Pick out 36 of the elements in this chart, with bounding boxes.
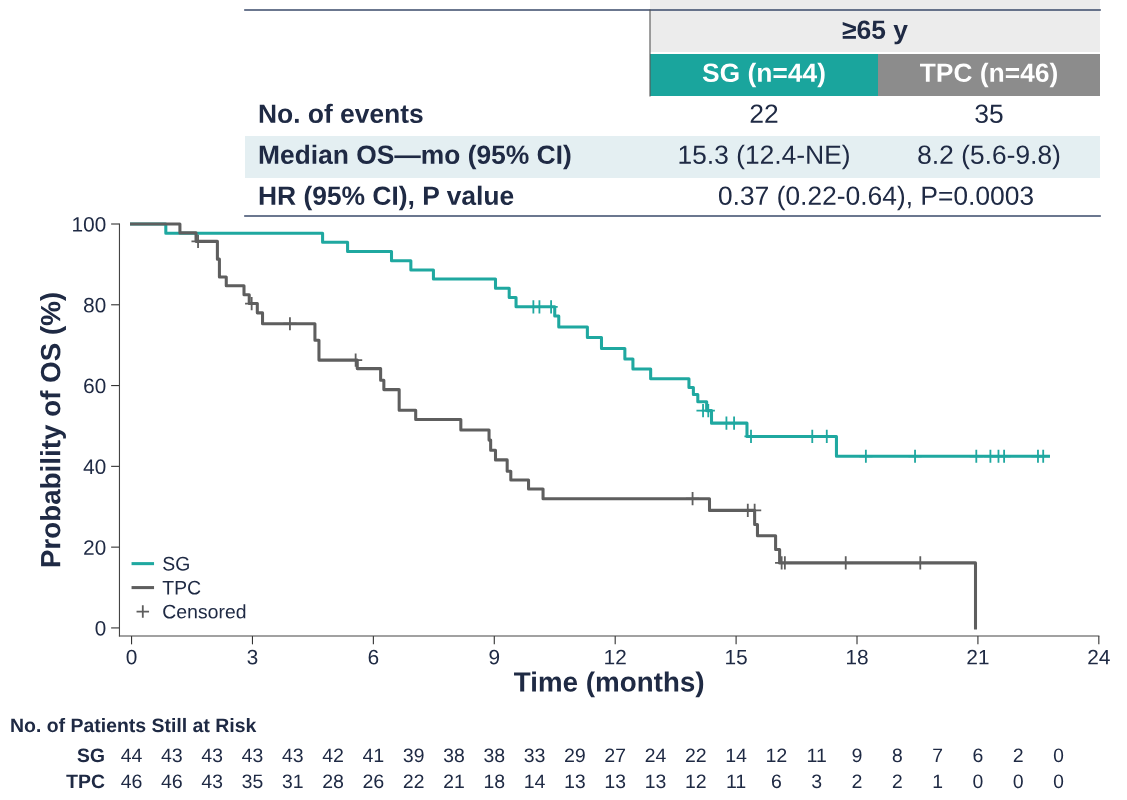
text: TPC (n=46) (920, 62, 1057, 88)
legend-label: SG (163, 556, 189, 571)
text: 0.37 (0.22-0.64), P=0.0003 (718, 185, 1033, 211)
text: ≥65 y (842, 20, 908, 45)
text: 35 (975, 104, 1003, 124)
text: 15.3 (12.4-NE) (679, 144, 849, 170)
x-tick-label: 24 (1088, 649, 1110, 665)
text: SG (77, 748, 104, 763)
text: 22 (750, 104, 778, 123)
x-tick-label: 15 (726, 649, 747, 665)
x-tick-label: 3 (247, 649, 258, 665)
text: SG (n=44) (702, 62, 825, 88)
text: 46 46 43 35 31 28 26 22 21 18 14 13 13 13 12 11 6 3 2 2 1 0 0 0 (121, 774, 1064, 789)
y-tick-label: 40 (83, 459, 106, 475)
x-tick-label: 9 (489, 649, 500, 665)
y-tick-label: 60 (84, 378, 106, 394)
text: No. of events (259, 103, 423, 124)
y-tick-label: 100 (73, 217, 106, 232)
legend-label: TPC (162, 580, 201, 595)
x-tick-label: 6 (368, 649, 379, 665)
y-axis-title: Probability of OS (%) (40, 293, 66, 567)
x-tick-label: 21 (967, 649, 989, 665)
text: HR (95% CI), P value (259, 185, 514, 211)
text: 8.2 (5.6-9.8) (918, 144, 1060, 170)
x-tick-label: 12 (605, 649, 626, 665)
legend-label: Censored (163, 604, 246, 619)
y-tick-label: 0 (95, 620, 106, 636)
text: No. of Patients Still at Risk (11, 717, 257, 733)
y-tick-label: 20 (84, 540, 106, 555)
text: Median OS—mo (95% CI) (259, 144, 571, 170)
x-tick-label: 0 (126, 649, 137, 665)
x-tick-label: 18 (847, 649, 868, 665)
text: 44 43 43 43 43 42 41 39 38 38 33 29 27 24 22 14 12 11 9 8 7 6 2 0 (121, 748, 1064, 763)
x-axis-title: Time (months) (514, 671, 704, 698)
text: TPC (66, 774, 105, 789)
y-tick-label: 80 (84, 297, 106, 313)
